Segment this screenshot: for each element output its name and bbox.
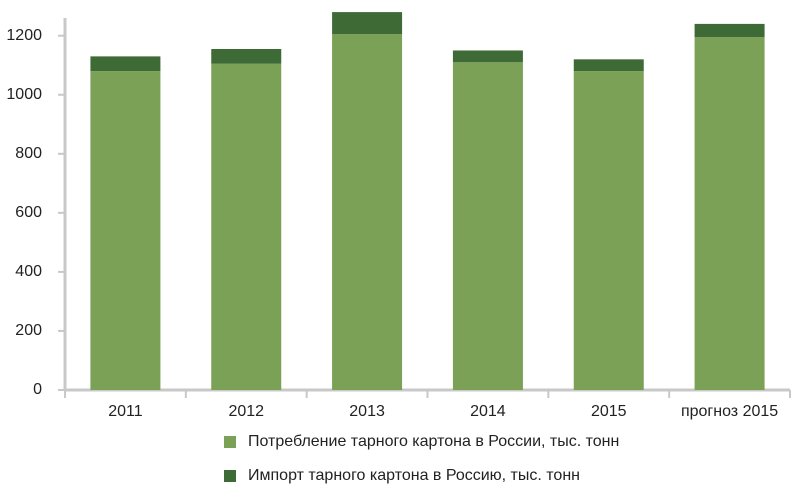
y-tick-label: 400	[15, 263, 42, 280]
y-tick-label: 200	[15, 322, 42, 339]
y-tick-label: 0	[33, 381, 42, 398]
bar-segment	[452, 62, 523, 391]
bar-segment	[211, 63, 282, 391]
x-tick-label: 2013	[349, 403, 385, 420]
bar-segment	[452, 50, 523, 63]
bar-segment	[573, 59, 644, 72]
bar-segment	[694, 37, 765, 390]
bar-segment	[332, 34, 403, 390]
x-tick-label: 2015	[591, 403, 627, 420]
x-tick-label: 2012	[228, 403, 264, 420]
y-tick-label: 600	[15, 204, 42, 221]
bar-segment	[90, 71, 161, 391]
x-tick-label: 2011	[108, 403, 143, 420]
bar-segment	[332, 12, 403, 35]
legend-swatch	[224, 470, 236, 482]
x-tick-label: прогноз 2015	[681, 403, 778, 420]
legend-label: Импорт тарного картона в Россию, тыс. то…	[248, 467, 580, 484]
bar-segment	[211, 49, 282, 64]
y-tick-label: 1200	[6, 27, 42, 44]
bar-segment	[90, 56, 161, 72]
y-tick-label: 1000	[6, 86, 42, 103]
legend-swatch	[224, 436, 236, 448]
legend-label: Потребление тарного картона в России, ты…	[248, 433, 619, 450]
x-tick-label: 2014	[470, 403, 506, 420]
y-tick-label: 800	[15, 145, 42, 162]
bar-segment	[573, 71, 644, 391]
bar-segment	[694, 23, 765, 38]
